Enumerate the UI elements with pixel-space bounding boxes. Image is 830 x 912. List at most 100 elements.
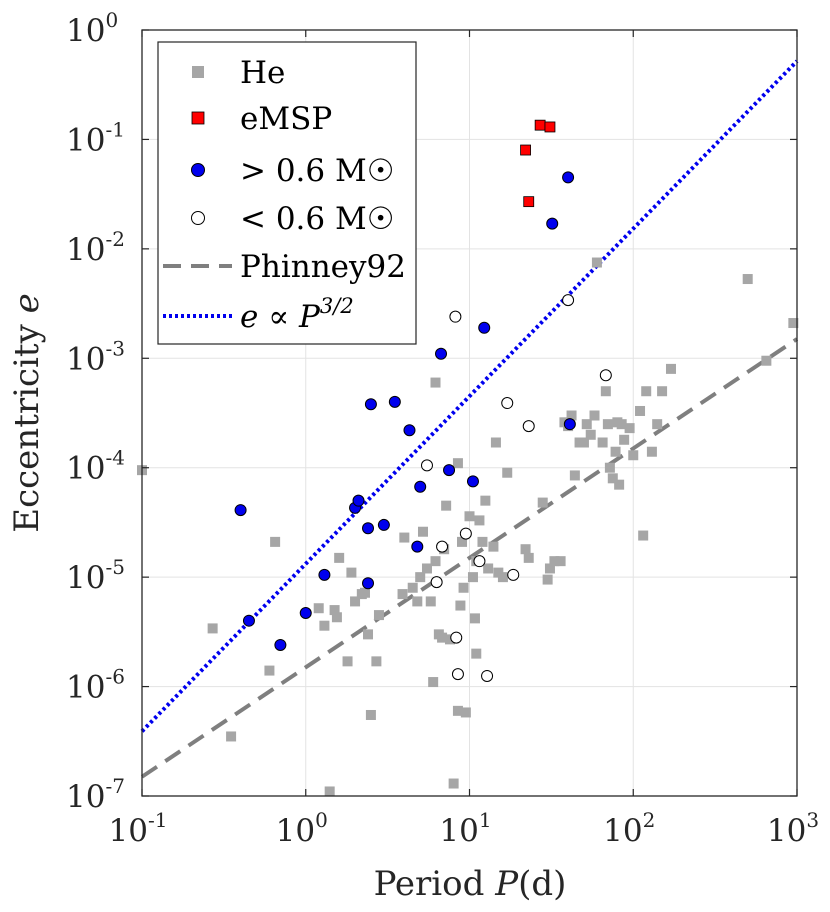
point-he bbox=[319, 620, 330, 631]
point-0-6-m bbox=[451, 668, 464, 681]
legend-item: e ∝ P3/2 bbox=[163, 294, 354, 335]
point-emsp bbox=[523, 196, 535, 208]
point-0-6-m bbox=[414, 480, 427, 493]
legend-label: e ∝ P3/2 bbox=[240, 294, 354, 335]
legend-label: He bbox=[240, 55, 285, 91]
point-0-6-m bbox=[388, 395, 401, 408]
point-0-6-m bbox=[436, 540, 449, 553]
point-he bbox=[448, 778, 459, 789]
point-he bbox=[607, 473, 618, 484]
y-tick-label: 100 bbox=[66, 8, 118, 49]
legend-item: > 0.6 M☉ bbox=[191, 153, 395, 189]
point-he bbox=[428, 677, 439, 688]
point-he bbox=[313, 603, 324, 614]
series-0-6-m bbox=[420, 294, 612, 682]
legend-item: Phinney92 bbox=[163, 249, 406, 285]
point-he bbox=[471, 648, 482, 659]
point-he bbox=[334, 552, 345, 563]
x-tick-label: 103 bbox=[767, 808, 819, 849]
point-he bbox=[628, 450, 639, 461]
legend-label: > 0.6 M☉ bbox=[240, 153, 395, 189]
point-he bbox=[457, 536, 468, 547]
point-he bbox=[614, 479, 625, 490]
point-he bbox=[458, 582, 469, 593]
point-he bbox=[520, 544, 531, 555]
point-he bbox=[331, 612, 342, 623]
point-he bbox=[635, 405, 646, 416]
x-tick-label: 100 bbox=[276, 808, 328, 849]
x-tick-label: 101 bbox=[439, 808, 491, 849]
point-0-6-m bbox=[449, 310, 462, 323]
point-he bbox=[502, 467, 513, 478]
point-he bbox=[488, 541, 499, 552]
point-he bbox=[474, 515, 485, 526]
point-he bbox=[616, 419, 627, 430]
point-he bbox=[585, 429, 596, 440]
point-he bbox=[761, 355, 772, 366]
point-he bbox=[329, 605, 340, 616]
point-he bbox=[497, 572, 508, 583]
point-0-6-m bbox=[234, 504, 247, 517]
point-he bbox=[619, 434, 630, 445]
x-axis-ticks: 10-1 100 101 102 103 bbox=[109, 30, 819, 849]
legend-marker bbox=[191, 111, 205, 125]
point-0-6-m bbox=[443, 464, 456, 477]
legend-marker bbox=[192, 66, 204, 78]
point-he bbox=[452, 705, 463, 716]
point-he bbox=[624, 423, 635, 434]
point-he bbox=[412, 596, 423, 607]
point-he bbox=[399, 532, 410, 543]
point-he bbox=[537, 497, 548, 508]
point-he bbox=[597, 437, 608, 448]
y-tick-label: 10-2 bbox=[66, 227, 125, 268]
point-he bbox=[555, 556, 566, 567]
point-0-6-m bbox=[563, 418, 576, 431]
point-he bbox=[742, 274, 753, 285]
x-tick-label: 102 bbox=[603, 808, 655, 849]
point-he bbox=[359, 587, 370, 598]
x-axis-label: Period P(d) bbox=[374, 864, 567, 904]
point-0-6-m bbox=[522, 420, 535, 433]
point-0-6-m bbox=[450, 631, 463, 644]
point-0-6-m bbox=[420, 459, 433, 472]
point-emsp bbox=[534, 119, 546, 131]
legend-item: eMSP bbox=[191, 101, 332, 137]
y-tick-label: 10-6 bbox=[66, 665, 125, 706]
legend-box bbox=[157, 41, 417, 345]
point-he bbox=[602, 419, 613, 430]
point-he bbox=[371, 656, 382, 667]
point-he bbox=[430, 556, 441, 567]
point-0-6-m bbox=[546, 217, 559, 230]
point-he bbox=[407, 582, 418, 593]
point-0-6-m bbox=[466, 475, 479, 488]
point-he bbox=[226, 731, 237, 742]
point-0-6-m bbox=[459, 527, 472, 540]
legend-item: < 0.6 M☉ bbox=[191, 201, 395, 237]
point-0-6-m bbox=[562, 294, 575, 307]
point-he bbox=[542, 574, 553, 585]
legend: He eMSP > 0.6 M☉ < 0.6 M☉ Phinney92 e ∝ P3/2 bbox=[157, 41, 417, 345]
point-0-6-m bbox=[318, 568, 331, 581]
point-he bbox=[346, 567, 357, 578]
point-he bbox=[569, 470, 580, 481]
legend-marker bbox=[191, 211, 205, 225]
point-emsp bbox=[544, 121, 556, 133]
point-0-6-m bbox=[507, 568, 520, 581]
point-he bbox=[441, 500, 452, 511]
y-tick-label: 10-3 bbox=[66, 336, 125, 377]
series-0-6-m bbox=[234, 171, 576, 651]
point-he bbox=[638, 530, 649, 541]
point-0-6-m bbox=[562, 171, 575, 184]
point-he bbox=[581, 419, 592, 430]
legend-item: He bbox=[192, 55, 285, 91]
point-he bbox=[207, 623, 218, 634]
point-he bbox=[444, 634, 455, 645]
point-he bbox=[646, 446, 657, 457]
point-he bbox=[652, 419, 663, 430]
point-he bbox=[523, 552, 534, 563]
point-he bbox=[365, 709, 376, 720]
point-he bbox=[397, 589, 408, 600]
y-tick-label: 10-5 bbox=[66, 555, 125, 596]
point-0-6-m bbox=[377, 518, 390, 531]
